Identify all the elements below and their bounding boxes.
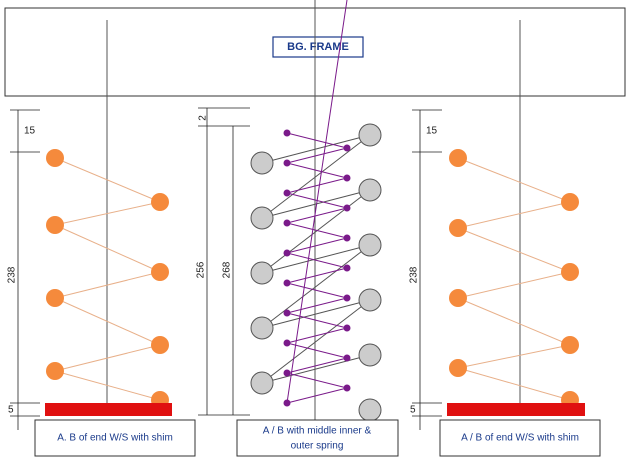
coil-section bbox=[251, 262, 273, 284]
coil-wire bbox=[287, 298, 347, 313]
dim-label: 238 bbox=[7, 266, 18, 283]
coil-section bbox=[359, 344, 381, 366]
coil-section bbox=[359, 289, 381, 311]
coil-section bbox=[284, 130, 291, 137]
coil-section bbox=[284, 340, 291, 347]
shim-plate bbox=[447, 403, 585, 416]
coil-section bbox=[344, 175, 351, 182]
coil-section bbox=[344, 235, 351, 242]
coil-section bbox=[284, 310, 291, 317]
coil-section bbox=[251, 152, 273, 174]
coil-section bbox=[284, 250, 291, 257]
diagram: BG. FRAME 15 238 5 2 256 268 15 238 5 A.… bbox=[0, 0, 631, 462]
coil-wire bbox=[262, 355, 370, 383]
coil-section bbox=[151, 336, 169, 354]
coil-wire bbox=[458, 368, 570, 400]
coil-wire bbox=[287, 223, 347, 238]
coil-wire bbox=[287, 133, 347, 148]
coil-section bbox=[561, 193, 579, 211]
coil-wire bbox=[262, 190, 370, 218]
shim-plate bbox=[45, 403, 172, 416]
coil-wire bbox=[262, 245, 370, 328]
dim-label: 5 bbox=[8, 405, 14, 416]
coil-section bbox=[344, 325, 351, 332]
dim-label: 15 bbox=[426, 126, 438, 137]
coil-section bbox=[46, 216, 64, 234]
coil-section bbox=[284, 370, 291, 377]
coil-section bbox=[151, 263, 169, 281]
coil-section bbox=[359, 399, 381, 421]
coil-wire bbox=[287, 388, 347, 403]
coil-section bbox=[449, 289, 467, 307]
coil-section bbox=[561, 336, 579, 354]
coil-wire bbox=[287, 178, 347, 193]
coil-section bbox=[151, 193, 169, 211]
coil-wire bbox=[287, 208, 347, 223]
coil-wire bbox=[262, 245, 370, 273]
coil-wire bbox=[287, 238, 347, 253]
coil-section bbox=[251, 372, 273, 394]
coil-wire bbox=[262, 300, 370, 328]
coil-section bbox=[344, 205, 351, 212]
coil-wire bbox=[458, 228, 570, 272]
dim-label: 15 bbox=[24, 126, 36, 137]
coil-section bbox=[284, 160, 291, 167]
coil-wire bbox=[458, 345, 570, 368]
coil-section bbox=[284, 190, 291, 197]
coil-section bbox=[284, 400, 291, 407]
coil-wire bbox=[287, 148, 347, 163]
coil-section bbox=[359, 234, 381, 256]
coil-wire bbox=[458, 272, 570, 298]
coil-section bbox=[344, 355, 351, 362]
coil-section bbox=[359, 124, 381, 146]
coil-section bbox=[344, 145, 351, 152]
coil-section bbox=[284, 220, 291, 227]
caption: A / B with middle inner & bbox=[263, 426, 372, 437]
dim-label: 238 bbox=[409, 266, 420, 283]
caption: A. B of end W/S with shim bbox=[57, 433, 173, 444]
coil-wire bbox=[287, 358, 347, 373]
dim-label: 2 bbox=[198, 115, 209, 121]
coil-section bbox=[359, 179, 381, 201]
coil-section bbox=[46, 149, 64, 167]
coil-section bbox=[46, 289, 64, 307]
coil-wire bbox=[287, 373, 347, 388]
caption: outer spring bbox=[291, 441, 344, 452]
coil-section bbox=[251, 317, 273, 339]
coil-wire bbox=[262, 135, 370, 163]
coil-section bbox=[344, 385, 351, 392]
coil-wire bbox=[287, 253, 347, 268]
coil-wire bbox=[458, 202, 570, 228]
coil-wire bbox=[287, 313, 347, 328]
coil-section bbox=[344, 295, 351, 302]
dim-label: 256 bbox=[196, 261, 207, 278]
coil-wire bbox=[287, 268, 347, 283]
dim-label: 5 bbox=[410, 405, 416, 416]
coil-section bbox=[561, 263, 579, 281]
coil-section bbox=[449, 149, 467, 167]
coil-section bbox=[46, 362, 64, 380]
coil-section bbox=[284, 280, 291, 287]
coil-wire bbox=[262, 300, 370, 383]
coil-wire bbox=[458, 158, 570, 202]
coil-section bbox=[344, 265, 351, 272]
coil-section bbox=[251, 207, 273, 229]
caption: A / B of end W/S with shim bbox=[461, 433, 579, 444]
dim-label: 268 bbox=[222, 261, 233, 278]
coil-section bbox=[449, 219, 467, 237]
coil-section bbox=[449, 359, 467, 377]
coil-wire bbox=[458, 298, 570, 345]
